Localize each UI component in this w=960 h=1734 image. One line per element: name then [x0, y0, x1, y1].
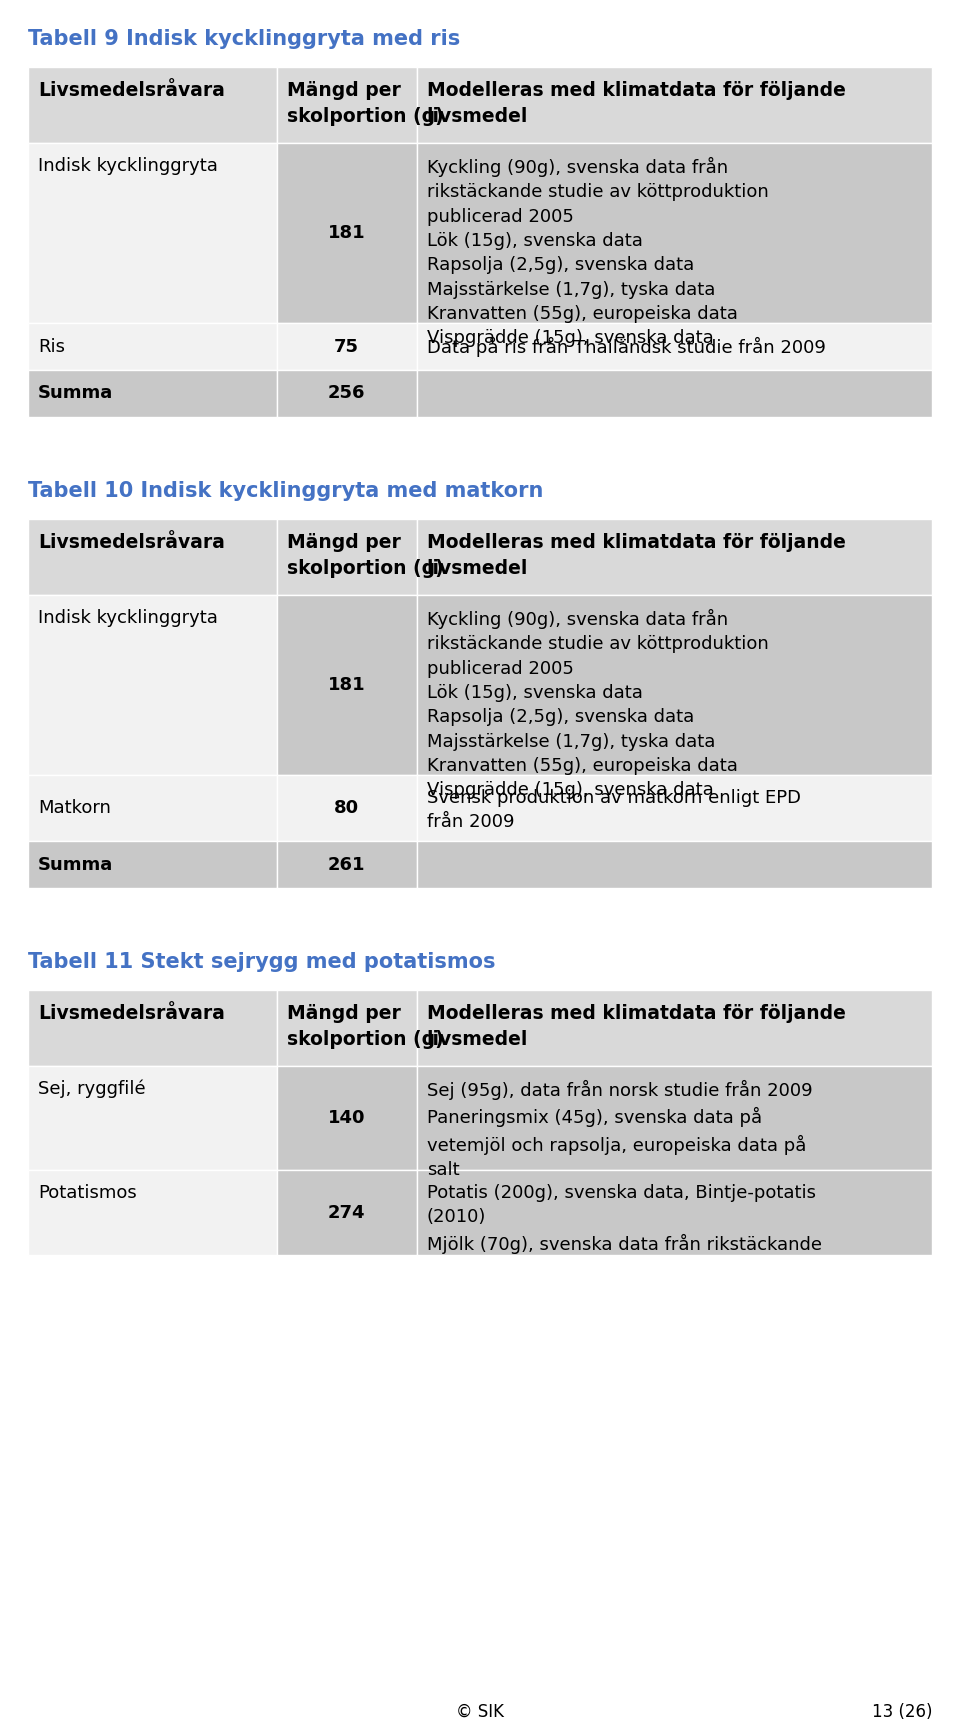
Text: Tabell 9 Indisk kycklinggryta med ris: Tabell 9 Indisk kycklinggryta med ris — [28, 29, 460, 49]
Text: 181: 181 — [328, 676, 366, 694]
Text: 13 (26): 13 (26) — [872, 1703, 932, 1722]
Text: Tabell 10 Indisk kycklinggryta med matkorn: Tabell 10 Indisk kycklinggryta med matko… — [28, 482, 543, 501]
Text: © SIK: © SIK — [456, 1703, 504, 1722]
Bar — [417, 142, 932, 323]
Text: Potatis (200g), svenska data, Bintje-potatis
(2010)
Mjölk (70g), svenska data fr: Potatis (200g), svenska data, Bintje-pot… — [426, 1184, 822, 1254]
Bar — [28, 775, 276, 841]
Text: Modelleras med klimatdata för följande
livsmedel: Modelleras med klimatdata för följande l… — [426, 1004, 846, 1049]
Bar — [417, 775, 932, 841]
Text: 261: 261 — [328, 855, 366, 874]
Text: Modelleras med klimatdata för följande
livsmedel: Modelleras med klimatdata för följande l… — [426, 81, 846, 127]
Text: Kyckling (90g), svenska data från
rikstäckande studie av köttproduktion
publicer: Kyckling (90g), svenska data från rikstä… — [426, 609, 768, 799]
Bar — [417, 68, 932, 142]
Bar — [276, 68, 417, 142]
Bar — [28, 68, 276, 142]
Bar — [276, 990, 417, 1066]
Text: Kyckling (90g), svenska data från
rikstäckande studie av köttproduktion
publicer: Kyckling (90g), svenska data från rikstä… — [426, 158, 768, 347]
Bar — [276, 775, 417, 841]
Bar — [276, 1066, 417, 1170]
Text: Livsmedelsråvara: Livsmedelsråvara — [38, 81, 225, 101]
Text: Matkorn: Matkorn — [38, 799, 110, 817]
Bar — [276, 518, 417, 595]
Bar — [276, 142, 417, 323]
Text: 181: 181 — [328, 224, 366, 243]
Bar — [276, 595, 417, 775]
Text: Indisk kycklinggryta: Indisk kycklinggryta — [38, 158, 218, 175]
Bar — [28, 990, 276, 1066]
Text: Potatismos: Potatismos — [38, 1184, 136, 1202]
Text: Svensk produktion av matkorn enligt EPD
från 2009: Svensk produktion av matkorn enligt EPD … — [426, 789, 801, 831]
Bar — [417, 841, 932, 888]
Text: Tabell 11 Stekt sejrygg med potatismos: Tabell 11 Stekt sejrygg med potatismos — [28, 952, 495, 973]
Text: Ris: Ris — [38, 338, 65, 355]
Bar — [417, 990, 932, 1066]
Bar — [276, 1170, 417, 1255]
Bar — [28, 323, 276, 369]
Text: Data på ris från Thailändsk studie från 2009: Data på ris från Thailändsk studie från … — [426, 336, 826, 357]
Bar — [417, 595, 932, 775]
Text: Modelleras med klimatdata för följande
livsmedel: Modelleras med klimatdata för följande l… — [426, 532, 846, 577]
Bar — [417, 323, 932, 369]
Bar — [28, 1066, 276, 1170]
Text: Mängd per
skolportion (g): Mängd per skolportion (g) — [287, 1004, 444, 1049]
Text: 256: 256 — [328, 385, 366, 402]
Bar — [28, 841, 276, 888]
Bar — [417, 1066, 932, 1170]
Text: 140: 140 — [328, 1110, 366, 1127]
Bar — [28, 369, 276, 416]
Bar — [417, 518, 932, 595]
Bar — [276, 323, 417, 369]
Text: 274: 274 — [328, 1203, 366, 1221]
Text: Livsmedelsråvara: Livsmedelsråvara — [38, 1004, 225, 1023]
Text: Mängd per
skolportion (g): Mängd per skolportion (g) — [287, 532, 444, 577]
Bar — [417, 369, 932, 416]
Text: Livsmedelsråvara: Livsmedelsråvara — [38, 532, 225, 551]
Bar — [417, 1170, 932, 1255]
Bar — [28, 518, 276, 595]
Text: Sej (95g), data från norsk studie från 2009
Paneringsmix (45g), svenska data på
: Sej (95g), data från norsk studie från 2… — [426, 1080, 812, 1179]
Bar — [28, 595, 276, 775]
Text: 75: 75 — [334, 338, 359, 355]
Bar — [28, 1170, 276, 1255]
Bar — [28, 142, 276, 323]
Text: Mängd per
skolportion (g): Mängd per skolportion (g) — [287, 81, 444, 127]
Bar — [276, 369, 417, 416]
Text: Indisk kycklinggryta: Indisk kycklinggryta — [38, 609, 218, 628]
Bar — [276, 841, 417, 888]
Text: Summa: Summa — [38, 385, 113, 402]
Text: Summa: Summa — [38, 855, 113, 874]
Text: 80: 80 — [334, 799, 359, 817]
Text: Sej, ryggfilé: Sej, ryggfilé — [38, 1080, 146, 1099]
